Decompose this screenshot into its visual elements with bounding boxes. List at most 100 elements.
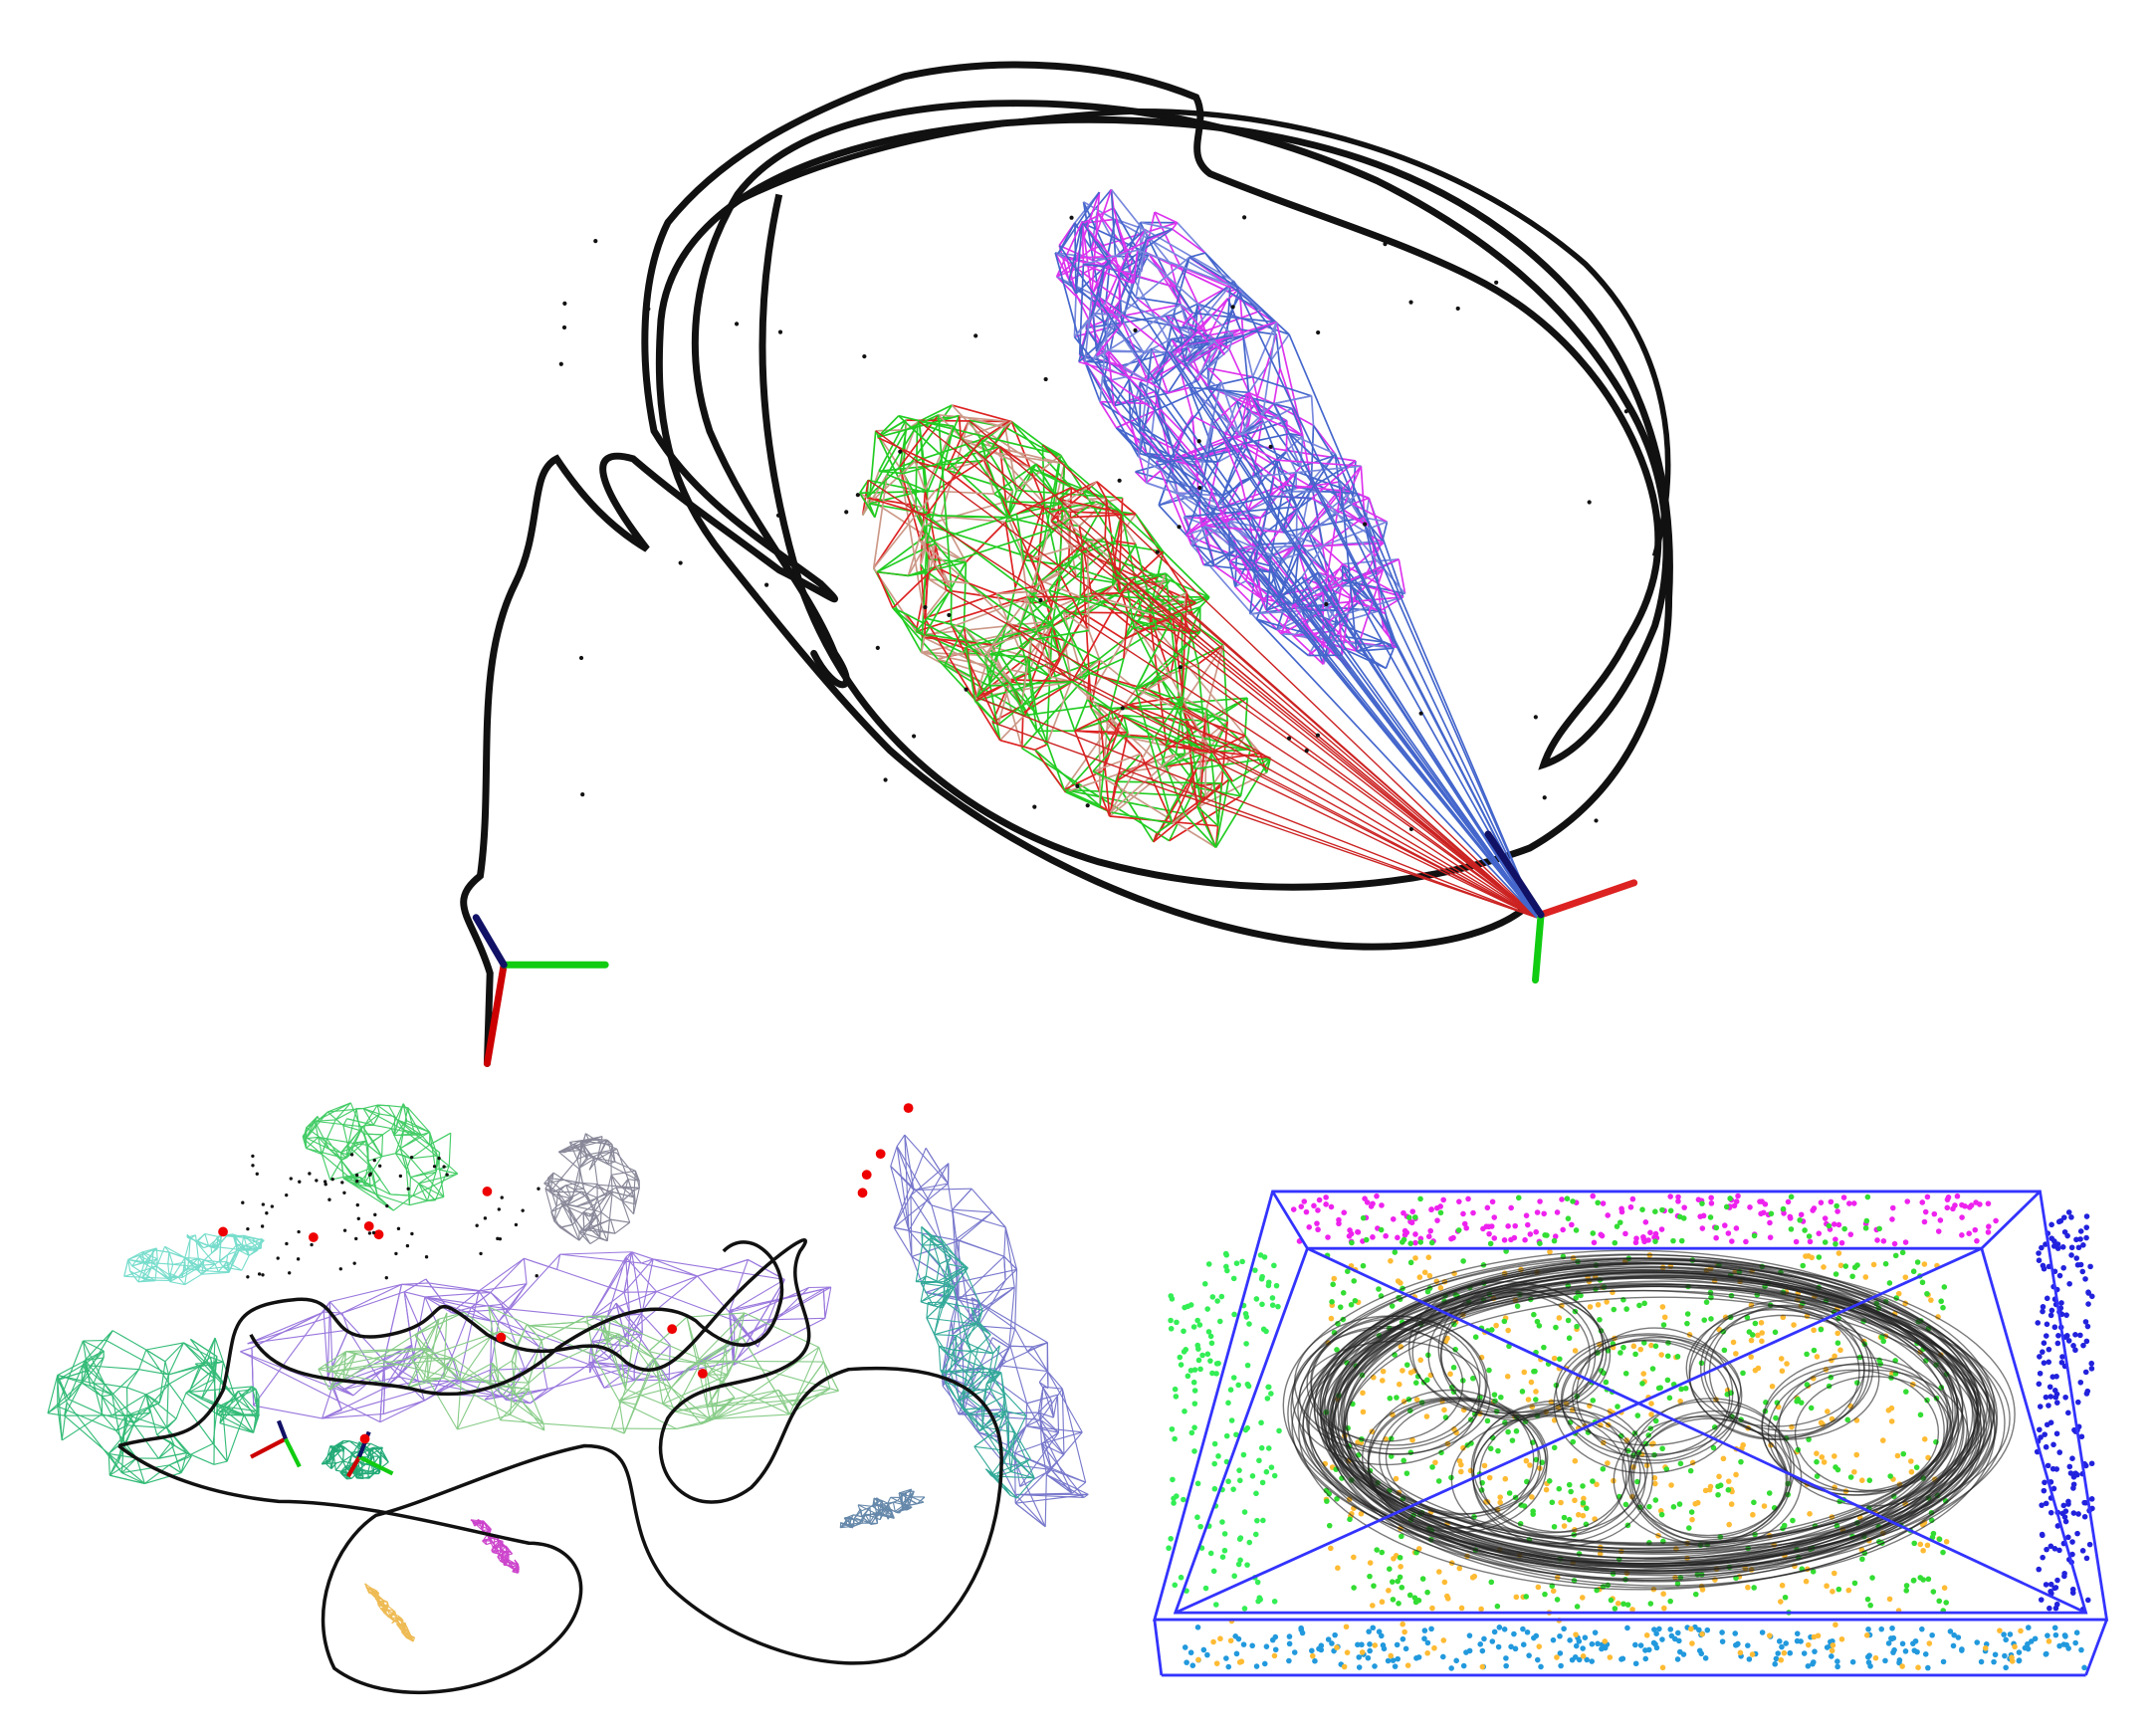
wire-edge (1175, 492, 1205, 565)
wire-edge (1135, 297, 1182, 306)
wire-edge (1270, 544, 1297, 557)
wire-edge (892, 607, 926, 637)
wire-edge (1185, 339, 1216, 367)
wire-edge (1357, 493, 1370, 500)
wire-edge (1196, 757, 1271, 770)
wire-edge (1084, 359, 1093, 363)
wire-edge (1251, 506, 1298, 568)
wire-edge (145, 1349, 170, 1385)
wire-edge (1301, 576, 1332, 632)
wire-edge (968, 582, 1019, 632)
wire-edge (1126, 304, 1182, 317)
wire-edge (1099, 769, 1105, 806)
wire-edge (1096, 323, 1123, 356)
wire-edge (1252, 465, 1362, 478)
wire-edge (369, 1186, 377, 1195)
wire-edge (345, 1351, 357, 1354)
wire-edge (197, 1269, 219, 1273)
wire-edge (1088, 630, 1101, 661)
wire-edge (377, 1104, 389, 1107)
wire-edge (1020, 713, 1024, 749)
wire-edge (1108, 349, 1172, 353)
wire-edge (1096, 481, 1137, 516)
wire-edge (1283, 466, 1302, 486)
wire-edge (877, 414, 960, 439)
wire-edge (1247, 392, 1252, 412)
map-point (558, 361, 563, 366)
wire-edge (184, 1256, 199, 1259)
axis-z (276, 1419, 288, 1440)
wire-edge (1034, 744, 1047, 752)
map-point (1043, 376, 1048, 382)
wire-edge (1184, 813, 1217, 848)
wire-edge (1107, 349, 1115, 406)
wire-edge (381, 1134, 384, 1157)
map-point (521, 1208, 525, 1212)
wire-edge (973, 700, 999, 726)
wire-edge (886, 420, 921, 476)
landmark (496, 1332, 507, 1343)
wire-edge (111, 1369, 139, 1396)
wire-edge (1003, 1256, 1006, 1281)
wire-edge (427, 1195, 445, 1201)
wire-edge (1068, 221, 1084, 281)
wire-edge (611, 1427, 625, 1434)
wire-edge (1151, 347, 1186, 362)
wire-edge (1090, 707, 1129, 734)
wire-edge (1232, 321, 1277, 336)
wire-edge (1014, 1328, 1028, 1352)
wire-edge (1082, 188, 1113, 224)
wire-edge (1341, 465, 1363, 510)
wire-edge (1029, 466, 1072, 489)
wire-edge (1074, 730, 1129, 734)
wire-edge (1092, 732, 1129, 772)
wire-edge (1188, 345, 1219, 388)
wire-edge (1181, 613, 1192, 634)
ray (867, 479, 1538, 919)
wire-edge (1009, 1345, 1033, 1348)
wire-edge (1122, 366, 1149, 382)
camera-axes (472, 830, 1638, 1067)
wire-edge (1197, 329, 1209, 343)
wire-edge (1371, 536, 1385, 544)
wire-edge (184, 1262, 186, 1269)
wire-edge (1322, 517, 1365, 547)
wire-edge (145, 1383, 170, 1396)
wire-edge (1154, 736, 1168, 747)
wire-edge (1252, 375, 1312, 397)
wire-edge (1203, 525, 1282, 560)
wire-edge (1168, 386, 1190, 394)
wire-edge (1043, 503, 1061, 574)
wire-edge (1025, 1403, 1028, 1426)
wire-edge (1241, 407, 1293, 436)
wire-edge (1113, 565, 1196, 604)
wire-edge (1030, 608, 1053, 641)
landmark (698, 1368, 708, 1379)
wire-edge (1046, 1371, 1049, 1389)
ray (1118, 771, 1538, 919)
map-point (844, 510, 849, 515)
wire-edge (1208, 328, 1241, 336)
wire-edge (1205, 310, 1262, 331)
wire-edge (167, 1342, 185, 1376)
wire-edge (1282, 453, 1336, 534)
wire-edge (921, 651, 1029, 675)
wire-edge (579, 1169, 585, 1190)
wire-edge (68, 1399, 103, 1415)
wire-edge (999, 739, 1036, 752)
wire-edge (1083, 263, 1135, 285)
wire-edge (849, 1526, 853, 1529)
wire-edge (1323, 487, 1343, 594)
wire-edge (499, 1545, 506, 1548)
wire-edge (676, 1423, 702, 1429)
wire-edge (1355, 568, 1385, 652)
wire-edge (1276, 602, 1287, 631)
ray (1073, 335, 1538, 919)
landmark (218, 1226, 228, 1237)
wire-edge (1063, 788, 1101, 807)
wire-edge (578, 1170, 581, 1184)
wire-edge (937, 414, 953, 590)
wire-edge (66, 1402, 122, 1473)
wire-edge (306, 1137, 320, 1149)
